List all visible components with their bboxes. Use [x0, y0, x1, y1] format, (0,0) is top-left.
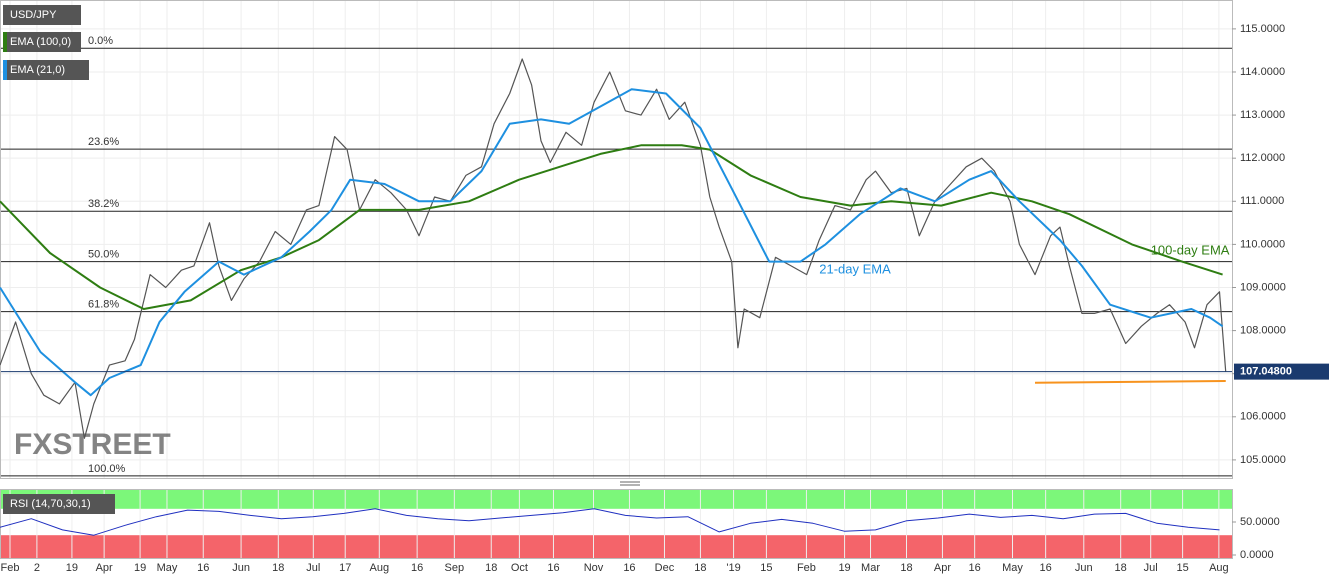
x-tick-label: Apr — [96, 562, 113, 574]
support-line — [1035, 380, 1226, 384]
x-tick-label: Aug — [1209, 562, 1229, 574]
fib-label: 61.8% — [88, 299, 119, 311]
legend-label: RSI (14,70,30,1) — [10, 498, 91, 510]
y-tick-label: 113.0000 — [1240, 109, 1285, 121]
legend-label: EMA (100,0) — [10, 36, 71, 48]
x-tick-label: Jul — [306, 562, 320, 574]
y-tick-label: 111.0000 — [1240, 195, 1284, 207]
x-tick-label: 16 — [547, 562, 559, 574]
x-tick-label: Dec — [655, 562, 675, 574]
x-tick-label: Oct — [511, 562, 528, 574]
y-tick-label: 114.0000 — [1240, 66, 1285, 78]
x-tick-label: 18 — [1115, 562, 1127, 574]
x-tick-label: Apr — [934, 562, 951, 574]
last-price-label: 107.04800 — [1240, 366, 1292, 378]
x-tick-label: 17 — [339, 562, 351, 574]
x-tick-label: 19 — [66, 562, 78, 574]
x-tick-label: Sep — [445, 562, 465, 574]
x-tick-label: May — [1002, 562, 1023, 574]
x-tick-label: 16 — [969, 562, 981, 574]
x-tick-label: 16 — [1040, 562, 1052, 574]
legend-swatch — [3, 60, 7, 80]
x-tick-label: May — [157, 562, 178, 574]
x-tick-label: 16 — [411, 562, 423, 574]
y-tick-label: 108.0000 — [1240, 324, 1286, 336]
last-price-box — [1234, 363, 1329, 380]
y-tick-label: 50.0000 — [1240, 516, 1280, 528]
annotation: 100-day EMA — [1151, 242, 1230, 257]
x-tick-label: 19 — [838, 562, 850, 574]
watermark: FXSTREET — [14, 428, 171, 461]
x-tick-label: Nov — [584, 562, 604, 574]
y-tick-label: 115.0000 — [1240, 23, 1285, 35]
legend-box — [3, 494, 115, 514]
fib-label: 50.0% — [88, 249, 119, 261]
legend-box — [3, 60, 89, 80]
legend-box — [3, 32, 81, 52]
x-tick-label: 18 — [272, 562, 284, 574]
x-tick-label: Mar — [861, 562, 880, 574]
x-tick-label: Jun — [1075, 562, 1093, 574]
x-tick-label: 15 — [760, 562, 772, 574]
x-tick-label: 18 — [694, 562, 706, 574]
x-tick-label: 16 — [623, 562, 635, 574]
x-tick-label: 16 — [197, 562, 209, 574]
legend-label: EMA (21,0) — [10, 64, 65, 76]
fib-label: 100.0% — [88, 463, 126, 475]
overbought-zone — [1, 490, 1232, 509]
y-tick-label: 109.0000 — [1240, 281, 1286, 293]
x-tick-label: 19 — [134, 562, 146, 574]
fib-label: 0.0% — [88, 35, 113, 47]
x-tick-label: Aug — [370, 562, 390, 574]
y-tick-label: 0.0000 — [1240, 549, 1274, 561]
x-tick-label: Feb — [797, 562, 816, 574]
x-tick-label: 2 — [34, 562, 40, 574]
price-panel — [0, 0, 1233, 479]
x-tick-label: 18 — [485, 562, 497, 574]
rsi-panel — [0, 489, 1233, 559]
x-tick-label: Feb — [1, 562, 20, 574]
rsi-line — [0, 508, 1220, 536]
ema-line — [0, 88, 1224, 397]
ema-line — [0, 144, 1223, 310]
x-tick-label: Jul — [1144, 562, 1158, 574]
x-tick-label: '19 — [726, 562, 740, 574]
x-tick-label: 15 — [1176, 562, 1188, 574]
fib-label: 38.2% — [88, 198, 119, 210]
y-tick-label: 110.0000 — [1240, 238, 1285, 250]
y-tick-label: 112.0000 — [1240, 152, 1285, 164]
legend-label: USD/JPY — [10, 9, 57, 21]
legend-swatch — [3, 32, 7, 52]
x-tick-label: Jun — [232, 562, 250, 574]
annotation: 21-day EMA — [819, 262, 891, 277]
price-line — [0, 58, 1227, 439]
y-tick-label: 106.0000 — [1240, 411, 1286, 423]
y-tick-label: 105.0000 — [1240, 454, 1286, 466]
oversold-zone — [1, 535, 1232, 558]
legend-box — [3, 5, 81, 25]
x-tick-label: 18 — [900, 562, 912, 574]
fib-label: 23.6% — [88, 136, 119, 148]
